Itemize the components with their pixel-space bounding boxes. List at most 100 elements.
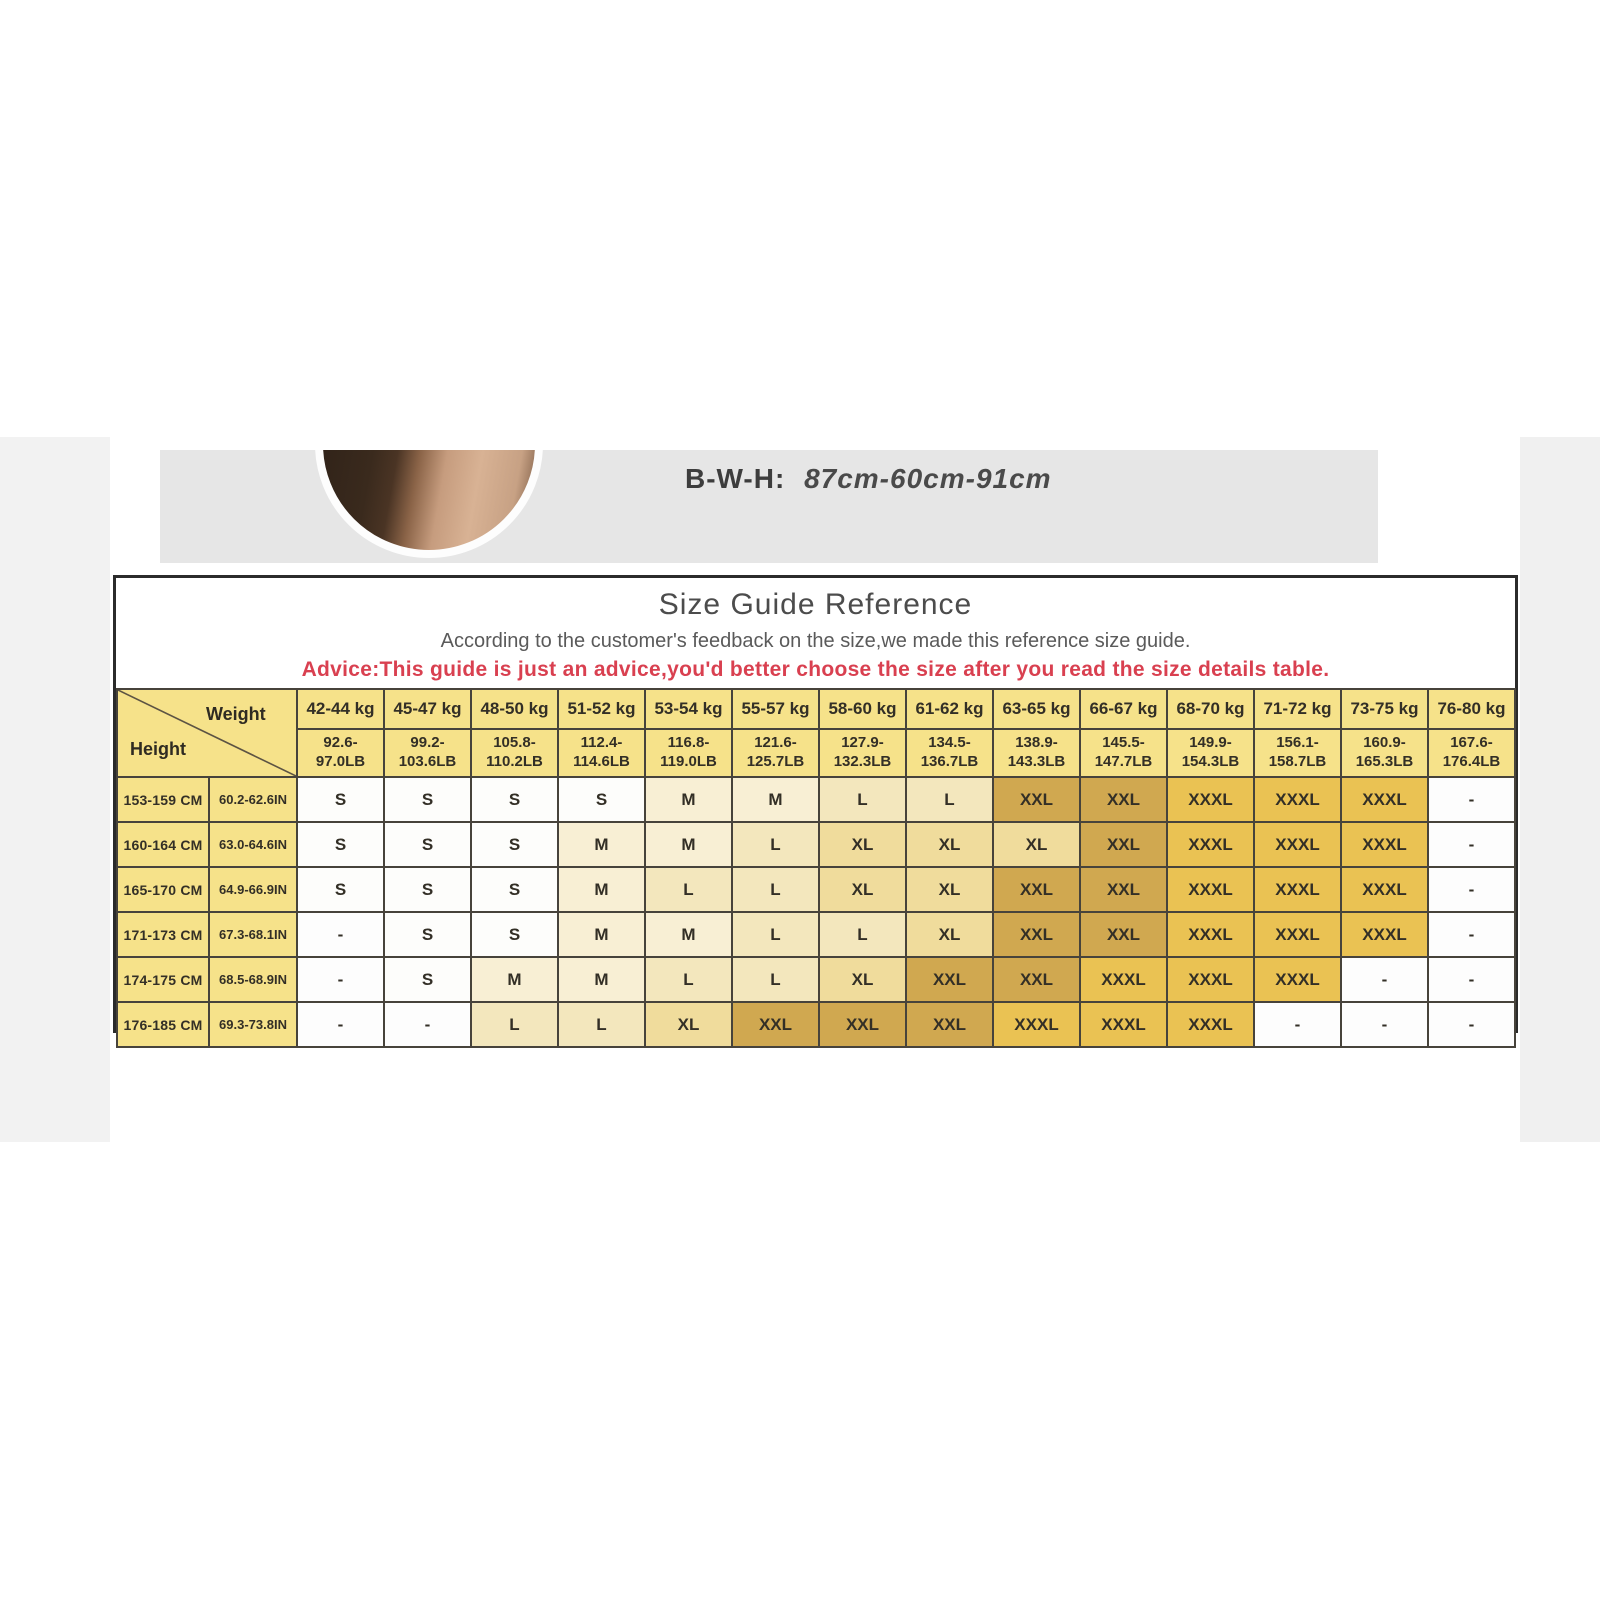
size-cell: S — [383, 866, 472, 913]
product-photo-banner: B-W-H: 87cm-60cm-91cm — [160, 450, 1378, 563]
size-guide-panel: Size Guide Reference According to the cu… — [113, 575, 1518, 1048]
weight-kg-header: 76-80 kg — [1427, 688, 1516, 730]
size-cell: S — [383, 956, 472, 1003]
weight-lb-header: 116.8- 119.0LB — [644, 728, 733, 778]
size-cell: XXL — [992, 956, 1081, 1003]
size-guide-header: Size Guide Reference According to the cu… — [116, 578, 1515, 688]
weight-lb-header: 156.1- 158.7LB — [1253, 728, 1342, 778]
size-cell: XXL — [905, 956, 994, 1003]
height-row: 165-170 CM 64.9-66.9IN S S S M L L XL XL XXL XXL XXX… — [116, 866, 1516, 913]
size-cell: S — [383, 821, 472, 868]
size-cell: XXL — [818, 1001, 907, 1048]
size-cell: XXXL — [1340, 821, 1429, 868]
size-cell: M — [557, 866, 646, 913]
weight-lb-header: 121.6- 125.7LB — [731, 728, 820, 778]
size-cell: XXL — [992, 776, 1081, 823]
size-cell: L — [818, 776, 907, 823]
height-row: 160-164 CM 63.0-64.6IN S S S M M L XL XL XL XXL XXXL… — [116, 821, 1516, 868]
weight-lb-header: 134.5- 136.7LB — [905, 728, 994, 778]
weight-lb-header: 127.9- 132.3LB — [818, 728, 907, 778]
size-cell: - — [1427, 911, 1516, 958]
page-margin-right — [1520, 437, 1600, 1142]
size-cell: - — [1340, 1001, 1429, 1048]
size-cell: XXXL — [1166, 821, 1255, 868]
height-in-label: 60.2-62.6IN — [208, 776, 298, 823]
size-cell: XXL — [905, 1001, 994, 1048]
size-cell: XXL — [1079, 776, 1168, 823]
bwh-measurements: B-W-H: 87cm-60cm-91cm — [685, 463, 1052, 495]
size-cell: XXXL — [1166, 1001, 1255, 1048]
size-cell: XXXL — [1079, 956, 1168, 1003]
weight-lb-header: 105.8- 110.2LB — [470, 728, 559, 778]
size-cell: XXXL — [1166, 776, 1255, 823]
height-in-label: 67.3-68.1IN — [208, 911, 298, 958]
size-cell: - — [1427, 1001, 1516, 1048]
height-in-label: 63.0-64.6IN — [208, 821, 298, 868]
size-cell: S — [557, 776, 646, 823]
size-cell: - — [1427, 866, 1516, 913]
size-cell: L — [470, 1001, 559, 1048]
size-cell: XXXL — [992, 1001, 1081, 1048]
weight-lb-header: 149.9- 154.3LB — [1166, 728, 1255, 778]
size-cell: XXL — [992, 911, 1081, 958]
weight-kg-header: 55-57 kg — [731, 688, 820, 730]
weight-kg-header: 45-47 kg — [383, 688, 472, 730]
size-cell: XXXL — [1340, 776, 1429, 823]
weight-kg-header: 68-70 kg — [1166, 688, 1255, 730]
weight-lb-header: 138.9- 143.3LB — [992, 728, 1081, 778]
height-row: 176-185 CM 69.3-73.8IN - - L L XL XXL XXL XXL XXXL… — [116, 1001, 1516, 1048]
size-cell: - — [296, 1001, 385, 1048]
size-cell: L — [557, 1001, 646, 1048]
weight-kg-header: 48-50 kg — [470, 688, 559, 730]
weight-kg-header: 58-60 kg — [818, 688, 907, 730]
diagonal-divider — [118, 690, 296, 776]
size-cell: L — [731, 911, 820, 958]
weight-kg-header: 51-52 kg — [557, 688, 646, 730]
size-cell: S — [296, 821, 385, 868]
bwh-label: B-W-H: — [685, 463, 786, 494]
page-margin-left — [0, 437, 110, 1142]
size-cell: - — [383, 1001, 472, 1048]
bwh-value: 87cm-60cm-91cm — [804, 463, 1052, 494]
size-cell: L — [905, 776, 994, 823]
corner-height-label: Height — [130, 739, 186, 759]
size-cell: L — [644, 956, 733, 1003]
model-photo — [315, 450, 543, 558]
size-cell: M — [644, 821, 733, 868]
size-cell: S — [470, 911, 559, 958]
size-cell: L — [731, 821, 820, 868]
size-cell: L — [644, 866, 733, 913]
weight-lb-header: 92.6- 97.0LB — [296, 728, 385, 778]
weight-kg-header: 61-62 kg — [905, 688, 994, 730]
weight-lb-header: 160.9- 165.3LB — [1340, 728, 1429, 778]
weight-kg-header: 66-67 kg — [1079, 688, 1168, 730]
size-cell: XL — [905, 866, 994, 913]
weight-lb-header: 167.6- 176.4LB — [1427, 728, 1516, 778]
size-cell: M — [557, 956, 646, 1003]
size-cell: M — [731, 776, 820, 823]
weight-lb-header: 99.2- 103.6LB — [383, 728, 472, 778]
size-guide-subtitle: According to the customer's feedback on … — [440, 630, 1191, 652]
size-cell: S — [383, 776, 472, 823]
size-cell: M — [644, 911, 733, 958]
size-cell: M — [557, 821, 646, 868]
size-cell: - — [1340, 956, 1429, 1003]
size-cell: XXXL — [1166, 866, 1255, 913]
size-cell: S — [470, 821, 559, 868]
weight-kg-header: 63-65 kg — [992, 688, 1081, 730]
size-cell: L — [731, 866, 820, 913]
size-cell: S — [296, 866, 385, 913]
height-cm-label: 165-170 CM — [116, 866, 210, 913]
size-cell: XL — [905, 911, 994, 958]
size-cell: L — [818, 911, 907, 958]
size-cell: - — [1427, 956, 1516, 1003]
size-guide-advice: Advice:This guide is just an advice,you'… — [301, 658, 1330, 681]
size-cell: XL — [644, 1001, 733, 1048]
weight-lb-header: 145.5- 147.7LB — [1079, 728, 1168, 778]
size-guide-title: Size Guide Reference — [658, 588, 973, 621]
size-cell: XXXL — [1340, 911, 1429, 958]
size-cell: XXL — [992, 866, 1081, 913]
height-row: 171-173 CM 67.3-68.1IN - S S M M L L XL XXL XXL XXXL… — [116, 911, 1516, 958]
size-cell: XXXL — [1253, 866, 1342, 913]
height-in-label: 69.3-73.8IN — [208, 1001, 298, 1048]
